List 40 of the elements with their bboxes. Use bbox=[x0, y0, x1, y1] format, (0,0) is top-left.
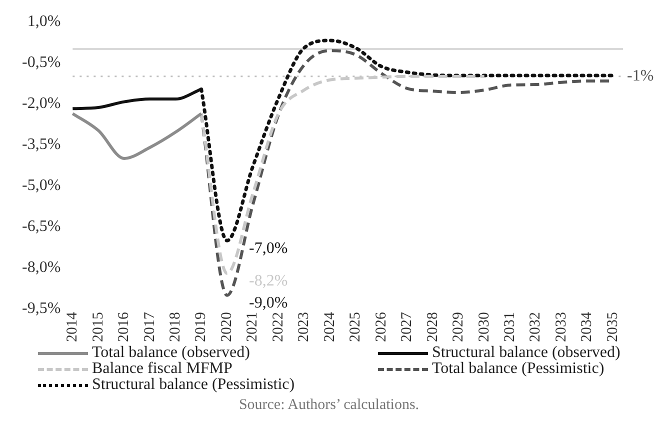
line-series bbox=[71, 112, 203, 160]
x-tick-label: 2030 bbox=[476, 312, 492, 342]
x-tick-label: 2018 bbox=[168, 312, 184, 342]
x-tick-label: 2014 bbox=[64, 312, 81, 342]
y-tick-label: -5,0% bbox=[22, 177, 61, 194]
x-tick-label: 2020 bbox=[218, 312, 235, 342]
x-tick-label: 2015 bbox=[90, 312, 106, 342]
y-tick-label: 1,0% bbox=[27, 12, 61, 30]
x-tick-label: 2024 bbox=[322, 312, 338, 342]
legend-label: Structural balance (Pessimistic) bbox=[92, 376, 295, 393]
legend-label: Total balance (Pessimistic) bbox=[432, 360, 604, 377]
x-tick-label: 2023 bbox=[296, 312, 312, 342]
x-tick-label: 2026 bbox=[373, 312, 390, 342]
annotation: -9,0% bbox=[249, 294, 288, 312]
x-tick-label: 2031 bbox=[502, 312, 518, 342]
x-tick-label: 2029 bbox=[450, 312, 467, 342]
x-tick-label: 2021 bbox=[244, 312, 261, 342]
x-tick-label: 2019 bbox=[193, 312, 210, 342]
x-tick-label: 2027 bbox=[399, 312, 416, 342]
x-tick-label: 2022 bbox=[270, 312, 286, 342]
x-tick-label: 2034 bbox=[579, 312, 596, 342]
x-tick-label: 2035 bbox=[604, 312, 621, 342]
x-tick-label: 2025 bbox=[348, 312, 364, 342]
legend-label: Total balance (observed) bbox=[92, 344, 250, 361]
x-tick-label: 2028 bbox=[424, 312, 441, 342]
legend-label: Structural balance (observed) bbox=[432, 344, 620, 361]
y-tick-label: -8,0% bbox=[22, 259, 61, 276]
x-tick-label: 2017 bbox=[142, 312, 158, 342]
x-tick-label: 2033 bbox=[553, 312, 570, 342]
y-tick-label: -9,5% bbox=[22, 300, 61, 318]
source-note: Source: Authors’ calculations. bbox=[238, 397, 420, 414]
x-tick-label: 2016 bbox=[116, 312, 132, 342]
x-tick-label: 2032 bbox=[528, 312, 544, 342]
y-tick-label: -6,5% bbox=[22, 218, 61, 236]
legend-label: Balance fiscal MFMP bbox=[92, 360, 232, 377]
y-tick-label: -0,5% bbox=[22, 54, 61, 71]
y-tick-label: -3,5% bbox=[22, 136, 61, 153]
ref-line-label: -1% bbox=[627, 68, 654, 85]
y-tick-label: -2,0% bbox=[22, 94, 61, 112]
annotation: -7,0% bbox=[249, 240, 288, 257]
